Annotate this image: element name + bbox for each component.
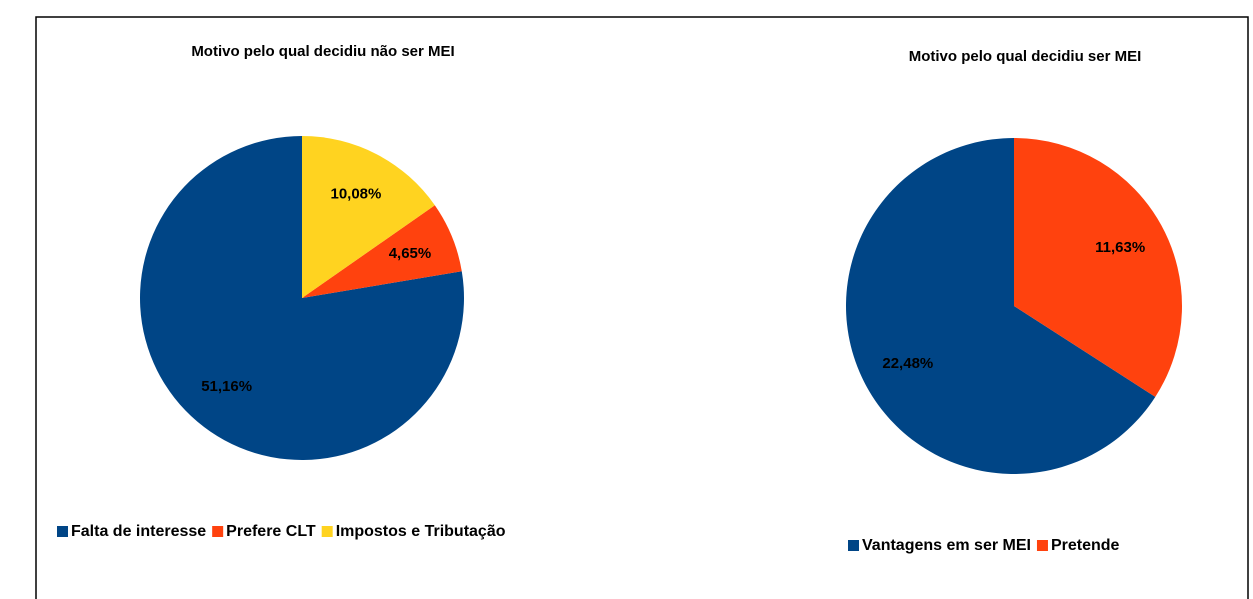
data-label: 11,63% [1095,239,1145,256]
legend-swatch [57,526,68,537]
legend-swatch [212,526,224,537]
data-label: 22,48% [882,355,933,372]
pie-slice [846,138,1156,474]
legend-swatch [321,526,333,537]
legend-swatch [1036,540,1048,551]
data-label: 4,65% [389,245,432,262]
chart-title: Motivo pelo qual decidiu não ser MEI [191,43,454,60]
chart-title: Motivo pelo qual decidiu ser MEI [909,48,1142,65]
legend-label: Vantagens em ser MEI [862,537,1031,554]
legend-label: Impostos e Tributação [336,523,506,540]
legend-label: Falta de interesse [71,523,206,540]
pie-slice [302,136,435,298]
legend-label: Prefere CLT [226,523,316,540]
data-label: 10,08% [330,186,381,203]
data-label: 51,16% [201,378,252,395]
legend-label: Pretende [1051,537,1120,554]
frame [35,16,1249,599]
pie-slice [302,205,462,298]
pie-slice [1014,138,1182,397]
legend-swatch [848,540,859,551]
